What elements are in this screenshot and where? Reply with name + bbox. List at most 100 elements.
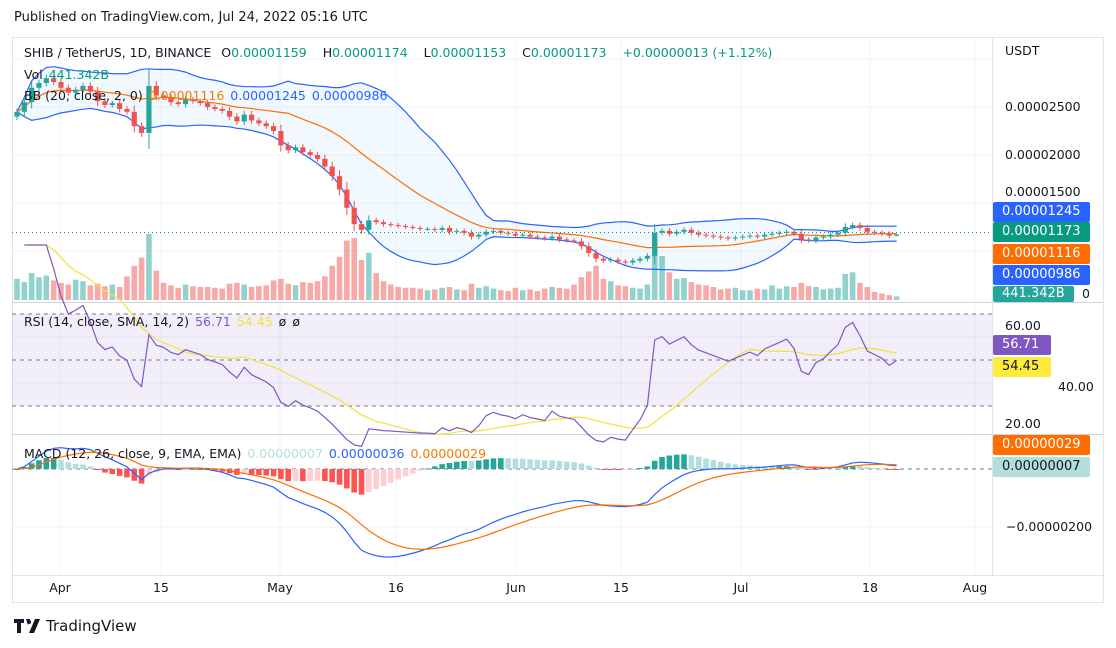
candle-body [73, 89, 79, 93]
volume-bar [197, 286, 204, 300]
candle [828, 232, 834, 240]
macd-histogram-bar [585, 465, 592, 469]
candle-body [564, 239, 570, 241]
candle [813, 234, 819, 244]
volume-bar [109, 284, 116, 300]
bb-basis-value: 0.00001116 [148, 88, 225, 103]
macd-histogram-bar [417, 469, 423, 471]
macd-histogram-bar [138, 469, 145, 484]
macd-value: 0.00000036 [328, 446, 405, 461]
candle [58, 78, 64, 92]
macd-histogram-bar [651, 460, 658, 469]
volume-bar [886, 295, 893, 300]
tradingview-logo[interactable]: TradingView [14, 617, 137, 635]
candle [681, 227, 687, 235]
volume-bar [270, 280, 277, 300]
volume-bar [212, 287, 218, 300]
rsi-ma-value: 54.45 [236, 314, 273, 329]
volume-bar [292, 285, 299, 300]
candle-body [322, 158, 328, 167]
candle-body [219, 108, 225, 111]
ohlc-low: L0.00001153 [424, 45, 513, 60]
candle-body [21, 102, 27, 112]
macd-histogram-bar [644, 466, 651, 469]
volume-bar [314, 281, 321, 300]
time-label: 18 [862, 580, 878, 595]
macd-histogram-bar [879, 468, 885, 470]
candle [285, 142, 291, 154]
macd-histogram-bar [666, 455, 673, 469]
candle [146, 69, 152, 149]
candle [850, 222, 856, 230]
candle-body [292, 147, 299, 151]
candle-body [864, 227, 870, 232]
candle [424, 227, 431, 231]
ohlc-close: C0.00001173 [522, 45, 612, 60]
candle-body [813, 237, 819, 241]
rsi-legend[interactable]: RSI (14, close, SMA, 14, 2) 56.71 54.45 ø ø [24, 314, 306, 329]
candle-body [600, 258, 606, 261]
volume-bar [446, 286, 453, 300]
volume-bar [798, 282, 805, 300]
macd-histogram-bar [593, 467, 599, 469]
candle [886, 231, 892, 239]
volume-bar [300, 282, 306, 300]
macd-histogram-bar [725, 463, 731, 469]
macd-histogram-bar [541, 460, 548, 469]
candle [791, 229, 797, 237]
macd-histogram-bar [102, 469, 108, 473]
bb-legend[interactable]: BB (20, close, 2, 0) 0.00001116 0.00001245… [24, 88, 393, 103]
candle [263, 120, 269, 129]
macd-histogram-bar [388, 469, 394, 483]
macd-histogram-bar [893, 469, 900, 471]
macd-histogram-bar [454, 461, 460, 469]
macd-histogram-bar [857, 465, 863, 469]
macd-histogram-bar [563, 461, 570, 469]
volume-bar [410, 287, 416, 300]
candle-body [226, 110, 233, 117]
volume-bar [827, 288, 834, 300]
candle [622, 259, 628, 265]
volume-legend[interactable]: Vol 441.342B [24, 67, 115, 82]
candle [593, 249, 599, 263]
volume-bar [769, 285, 775, 300]
volume-bar [747, 290, 753, 300]
volume-bar [732, 287, 739, 300]
volume-bar [519, 290, 526, 300]
macd-hist-value: 0.00000007 [247, 446, 323, 461]
candle-body [373, 220, 379, 223]
volume-bar [226, 283, 233, 300]
candle-body [344, 189, 350, 208]
candle-body [769, 233, 775, 235]
candle [505, 230, 511, 236]
macd-histogram-bar [578, 463, 585, 469]
candle [703, 232, 709, 238]
volume-bar [50, 280, 57, 300]
symbol-title[interactable]: SHIB / TetherUS, 1D, BINANCE [24, 45, 212, 60]
ohlc-close-value: 0.00001173 [530, 45, 607, 60]
macd-histogram-bar [358, 469, 365, 495]
rsi-tick: 40.00 [1058, 379, 1094, 394]
rsi-label: RSI (14, close, SMA, 14, 2) [24, 314, 190, 329]
volume-bar [571, 284, 577, 300]
candle [608, 257, 614, 263]
macd-histogram-bar [791, 466, 797, 469]
volume-bar [366, 252, 372, 300]
macd-histogram-bar [600, 469, 607, 470]
volume-bar [703, 285, 709, 300]
rsi-pane [12, 244, 992, 448]
candle [556, 233, 563, 243]
macd-legend[interactable]: MACD (12, 26, close, 9, EMA, EMA) 0.00000… [24, 446, 492, 461]
volume-label: Vol [24, 67, 43, 82]
candle [212, 104, 218, 112]
macd-histogram-bar [329, 469, 335, 483]
candle [820, 234, 826, 240]
macd-histogram-bar [373, 469, 379, 490]
macd-histogram-bar [43, 457, 50, 469]
candle [718, 234, 724, 240]
macd-histogram-bar [292, 469, 299, 482]
candle-body [395, 225, 401, 227]
volume-bar [864, 286, 871, 300]
macd-histogram-bar [300, 469, 306, 482]
